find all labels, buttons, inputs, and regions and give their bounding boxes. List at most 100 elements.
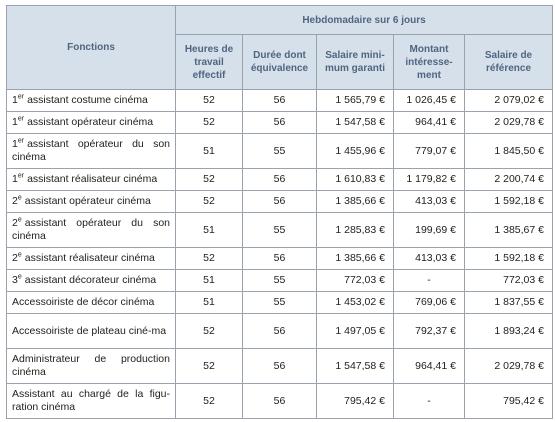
ordinal-suffix: e [17,216,22,224]
ordinal: 2 [12,195,18,207]
ordinal-suffix: er [17,93,25,101]
ordinal-suffix: e [17,251,22,259]
table-row: Accessoiriste de décor cinéma 51 55 1 453,0… [6,291,553,314]
value-cell: 1 547,58 € [316,111,394,134]
function-cell: 1er assistant costume cinéma [6,89,176,112]
value-cell: 1 385,66 € [316,247,394,270]
value-cell: 56 [242,168,317,191]
value-cell: 1 285,83 € [316,212,394,248]
value-cell: 56 [242,190,317,213]
value-cell: 1 547,58 € [316,348,394,384]
function-cell: Accessoiriste de décor cinéma [6,291,176,314]
ordinal: 2 [12,217,18,229]
value-cell: 55 [242,291,317,314]
header-function: Fonctions [6,5,176,90]
value-cell: 1 385,66 € [316,190,394,213]
function-cell: 1er assistant opérateur du son cinéma [6,133,176,169]
value-cell: - [393,269,465,292]
value-cell: 52 [175,313,243,349]
function-name: assistant décorateur cinéma [24,274,157,286]
value-cell: 2 200,74 € [464,168,553,191]
value-cell: 1 453,02 € [316,291,394,314]
function-cell: 1er assistant opérateur cinéma [6,111,176,134]
value-cell: 1 837,55 € [464,291,553,314]
column-header: Montant intéresse-ment [393,34,465,90]
value-cell: 56 [242,348,317,384]
ordinal-suffix: e [17,273,22,281]
value-cell: 1 610,83 € [316,168,394,191]
value-cell: 52 [175,89,243,112]
value-cell: 413,03 € [393,190,465,213]
value-cell: 1 845,50 € [464,133,553,169]
header-group: Hebdomadaire sur 6 jours [175,5,553,35]
ordinal: 2 [12,252,18,264]
function-cell: 1er assistant réalisateur cinéma [6,168,176,191]
function-name: assistant costume cinéma [27,94,148,106]
table-row: 2e assistant opérateur du son cinéma 51 55 1… [6,212,553,248]
value-cell: 56 [242,383,317,419]
value-cell: 795,42 € [464,383,553,419]
value-cell: 2 079,02 € [464,89,553,112]
value-cell: 1 565,79 € [316,89,394,112]
value-cell: 55 [242,212,317,248]
function-name: Accessoiriste de plateau ciné-ma [12,324,167,337]
table-row: 3e assistant décorateur cinéma 51 55 772,03 … [6,269,553,292]
value-cell: 792,37 € [393,313,465,349]
column-header: Salaire mini-mum garanti [316,34,394,90]
ordinal-suffix: er [17,115,25,123]
table-row: Administrateur de production cinéma 52 56 1… [6,348,553,384]
function-cell: Accessoiriste de plateau ciné-ma [6,313,176,349]
value-cell: 56 [242,247,317,270]
value-cell: 56 [242,89,317,112]
ordinal: 1 [12,116,18,128]
value-cell: 772,03 € [464,269,553,292]
value-cell: 52 [175,168,243,191]
value-cell: 56 [242,111,317,134]
function-name: Assistant au chargé de la figu-ration ci… [12,388,170,413]
value-cell: 51 [175,133,243,169]
ordinal: 1 [12,173,18,185]
value-cell: 1 026,45 € [393,89,465,112]
function-cell: 3e assistant décorateur cinéma [6,269,176,292]
function-name: Administrateur de production cinéma [12,353,170,378]
salary-table: Fonctions Hebdomadaire sur 6 jours Heure… [6,5,553,419]
value-cell: 55 [242,133,317,169]
function-cell: Administrateur de production cinéma [6,348,176,384]
function-cell: 2e assistant réalisateur cinéma [6,247,176,270]
table-row: 2e assistant opérateur cinéma 52 56 1 385,66… [6,190,553,213]
value-cell: 1 893,24 € [464,313,553,349]
value-cell: 199,69 € [393,212,465,248]
value-cell: - [393,383,465,419]
function-cell: Assistant au chargé de la figu-ration ci… [6,383,176,419]
value-cell: 55 [242,269,317,292]
value-cell: 52 [175,190,243,213]
value-cell: 769,06 € [393,291,465,314]
function-name: assistant opérateur du son cinéma [12,217,170,242]
value-cell: 51 [175,269,243,292]
value-cell: 2 029,78 € [464,348,553,384]
function-name: assistant réalisateur cinéma [27,173,158,185]
ordinal: 1 [12,138,18,150]
ordinal-suffix: er [17,137,25,145]
table-row: Accessoiriste de plateau ciné-ma 52 56 1 49… [6,313,553,349]
value-cell: 52 [175,383,243,419]
value-cell: 2 029,78 € [464,111,553,134]
column-header: Heures de travail effectif [175,34,243,90]
ordinal-suffix: e [17,194,22,202]
table-row: 2e assistant réalisateur cinéma 52 56 1 385,… [6,247,553,270]
table-row: 1er assistant opérateur cinéma 52 56 1 547,5… [6,111,553,134]
value-cell: 1 592,18 € [464,247,553,270]
column-header: Salaire de référence [464,34,553,90]
value-cell: 779,07 € [393,133,465,169]
value-cell: 413,03 € [393,247,465,270]
function-cell: 2e assistant opérateur du son cinéma [6,212,176,248]
value-cell: 964,41 € [393,348,465,384]
table-row: 1er assistant réalisateur cinéma 52 56 1 610… [6,168,553,191]
table-row: 1er assistant opérateur du son cinéma 51 55… [6,133,553,169]
value-cell: 52 [175,111,243,134]
value-cell: 52 [175,348,243,384]
value-cell: 56 [242,313,317,349]
value-cell: 1 385,67 € [464,212,553,248]
table-row: Assistant au chargé de la figu-ration ci… [6,383,553,419]
